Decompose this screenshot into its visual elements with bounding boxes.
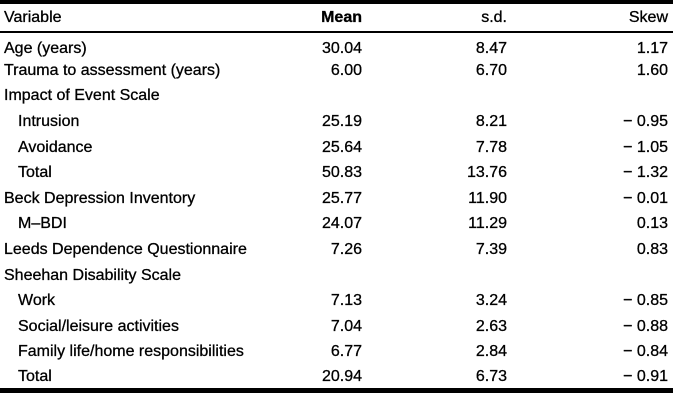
column-header-sd: s.d. [364,2,509,33]
variable-cell: Avoidance [18,138,93,156]
table-row: Trauma to assessment (years) 6.00 6.70 1.60 [0,58,673,84]
sd-cell [364,263,509,289]
mean-cell [306,84,364,110]
mean-cell: 20.94 [321,367,362,385]
skew-cell: 1.60 [636,61,668,79]
skew-cell: 0.83 [636,240,668,258]
sd-cell: 2.84 [475,343,507,361]
mean-cell: 7.26 [330,240,362,258]
sd-cell: 11.29 [468,215,507,233]
mean-cell: 25.64 [321,138,362,156]
table-body: Age (years) 30.04 8.47 1.17 Trauma to assess… [0,32,673,391]
table-row: Impact of Event Scale [0,84,673,110]
variable-cell: M–BDI [18,215,67,233]
mean-cell: 6.00 [330,61,362,79]
sd-cell: 6.70 [475,61,507,79]
skew-cell: 0.13 [636,215,668,233]
mean-cell: 24.07 [321,215,362,233]
skew-cell: − 0.85 [623,292,668,310]
header-row: Variable Mean s.d. Skew [0,2,673,33]
table-row: Total 50.83 13.76 − 1.32 [0,160,673,186]
skew-cell: − 0.91 [623,367,668,385]
variable-cell: Work [18,292,56,310]
sd-cell: 6.73 [475,367,507,385]
mean-cell: 25.19 [321,112,362,130]
table-row: Total 20.94 6.73 − 0.91 [0,365,673,391]
variable-cell: Total [18,367,52,385]
skew-cell: − 0.95 [623,112,668,130]
column-header-skew: Skew [509,2,673,33]
sd-cell: 2.63 [475,317,507,335]
table-row: M–BDI 24.07 11.29 0.13 [0,212,673,238]
skew-cell: − 0.01 [623,189,668,207]
variable-cell: Age (years) [4,40,87,57]
table-row: Family life/home responsibilities 6.77 2.8… [0,340,673,366]
table-row: Leeds Dependence Questionnaire 7.26 7.39 0.… [0,237,673,263]
sd-cell: 11.90 [468,189,507,207]
variable-cell: Total [18,164,52,182]
mean-cell: 50.83 [321,164,362,182]
table-row: Beck Depression Inventory 25.77 11.90 − 0.0… [0,186,673,212]
table-row: Intrusion 25.19 8.21 − 0.95 [0,109,673,135]
table-row: Social/leisure activities 7.04 2.63 − 0.88 [0,314,673,340]
variable-cell: Beck Depression Inventory [4,189,196,207]
mean-cell: 6.77 [330,343,362,361]
table-row: Sheehan Disability Scale [0,263,673,289]
variable-cell: Impact of Event Scale [4,87,160,105]
skew-cell: − 1.32 [623,164,668,182]
variable-cell: Leeds Dependence Questionnaire [4,240,247,258]
skew-cell [509,84,673,110]
variable-cell: Trauma to assessment (years) [4,61,221,79]
table-row: Age (years) 30.04 8.47 1.17 [0,32,673,58]
skew-cell: − 0.88 [623,317,668,335]
table-row: Work 7.13 3.24 − 0.85 [0,288,673,314]
table-row: Avoidance 25.64 7.78 − 1.05 [0,135,673,161]
variable-cell: Sheehan Disability Scale [4,266,181,284]
mean-cell: 30.04 [321,40,362,57]
sd-cell: 7.39 [475,240,507,258]
sd-cell: 13.76 [466,164,507,182]
skew-cell [509,263,673,289]
mean-cell: 7.04 [330,317,362,335]
descriptive-statistics-table: Variable Mean s.d. Skew Age (years) 30.04… [0,0,673,394]
variable-cell: Family life/home responsibilities [18,343,244,361]
skew-cell: 1.17 [636,40,668,57]
column-header-mean: Mean [306,2,364,33]
skew-cell: − 1.05 [623,138,668,156]
mean-cell: 25.77 [321,189,362,207]
mean-cell: 7.13 [330,292,362,310]
sd-cell [364,84,509,110]
mean-cell [306,263,364,289]
skew-cell: − 0.84 [623,343,668,361]
sd-cell: 8.47 [475,40,507,57]
sd-cell: 8.21 [475,112,507,130]
column-header-variable: Variable [0,2,306,33]
variable-cell: Social/leisure activities [18,317,179,335]
sd-cell: 7.78 [475,138,507,156]
sd-cell: 3.24 [475,292,507,310]
variable-cell: Intrusion [18,112,80,130]
